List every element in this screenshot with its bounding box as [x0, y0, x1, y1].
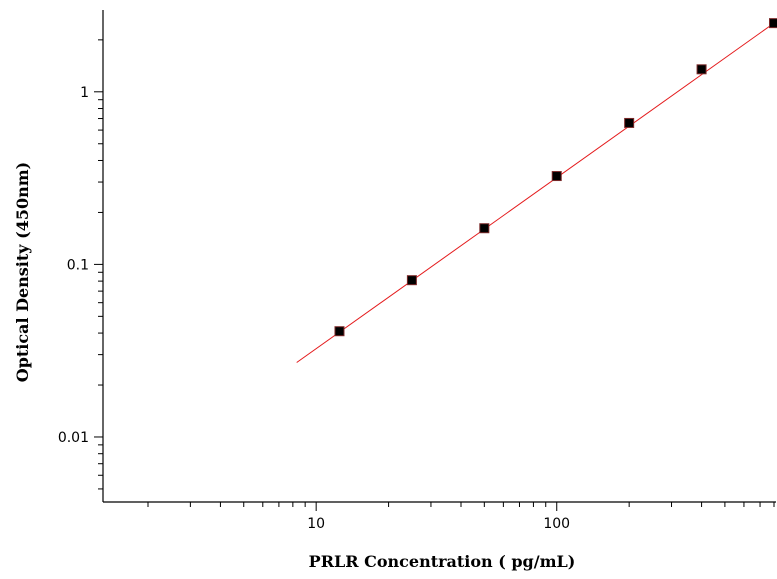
fit-line: [296, 22, 775, 363]
fit-line-series: [296, 22, 775, 363]
data-point: [769, 18, 777, 29]
y-tick-label: 0.1: [67, 257, 89, 273]
axes: 10 100 0.01 0.1 1: [58, 10, 776, 532]
data-point: [406, 275, 417, 286]
y-axis-title: Optical Density (450nm): [13, 162, 32, 382]
data-point: [624, 117, 635, 128]
y-tick-label: 1: [80, 85, 89, 101]
y-tick-label: 0.01: [58, 430, 89, 446]
data-point: [479, 223, 490, 234]
data-point: [334, 326, 345, 337]
data-point: [696, 64, 707, 75]
x-axis-title: PRLR Concentration ( pg/mL): [309, 552, 576, 571]
data-point: [551, 171, 562, 182]
x-tick-label: 10: [307, 516, 325, 532]
x-tick-label: 100: [543, 516, 570, 532]
data-points-series: [334, 18, 777, 337]
